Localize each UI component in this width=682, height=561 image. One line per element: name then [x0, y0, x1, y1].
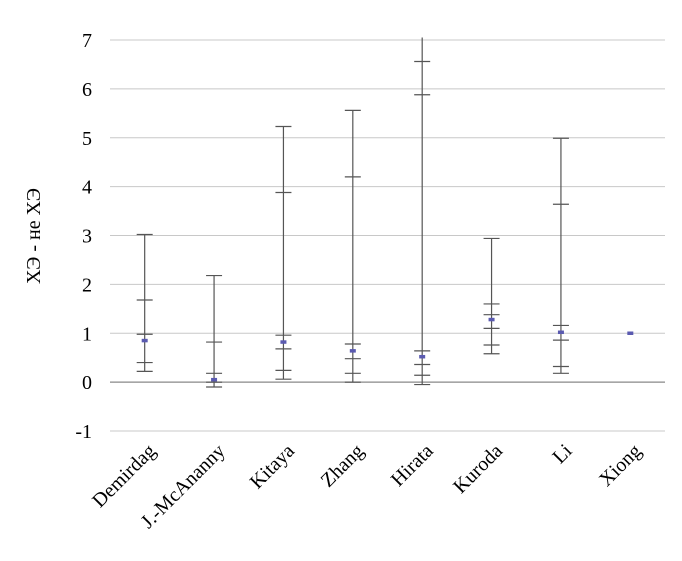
category-label: Zhang	[317, 440, 369, 492]
mean-marker	[627, 331, 634, 335]
y-tick-label: 2	[82, 274, 92, 296]
y-tick-labels: -1 0 1 2 3 4 5 6 7	[75, 30, 92, 443]
category-label: Hirata	[387, 440, 438, 491]
y-tick-label: 5	[82, 128, 92, 150]
y-tick-label: 6	[82, 79, 92, 101]
mean-marker	[488, 317, 495, 322]
y-tick-label: 4	[82, 177, 92, 199]
category-label: Li	[548, 440, 576, 468]
mean-marker	[280, 340, 287, 344]
category-label: Demirdag	[88, 440, 160, 512]
y-tick-label: 0	[82, 372, 92, 394]
gridlines	[110, 39, 665, 432]
mean-marker	[211, 377, 218, 382]
category-label: Xiong	[595, 440, 646, 491]
mean-marker	[141, 338, 148, 343]
y-tick-label: 7	[82, 30, 92, 52]
error-bars	[136, 37, 634, 388]
y-tick-label: 1	[82, 323, 92, 345]
y-tick-label: -1	[75, 421, 92, 443]
y-axis-label: ХЭ - не ХЭ	[23, 188, 45, 284]
mean-marker	[419, 354, 426, 359]
category-label: Kuroda	[449, 440, 507, 498]
mean-marker	[557, 330, 564, 335]
category-label: Kitaya	[246, 440, 299, 493]
mean-marker	[349, 349, 356, 353]
y-tick-label: 3	[82, 226, 92, 248]
